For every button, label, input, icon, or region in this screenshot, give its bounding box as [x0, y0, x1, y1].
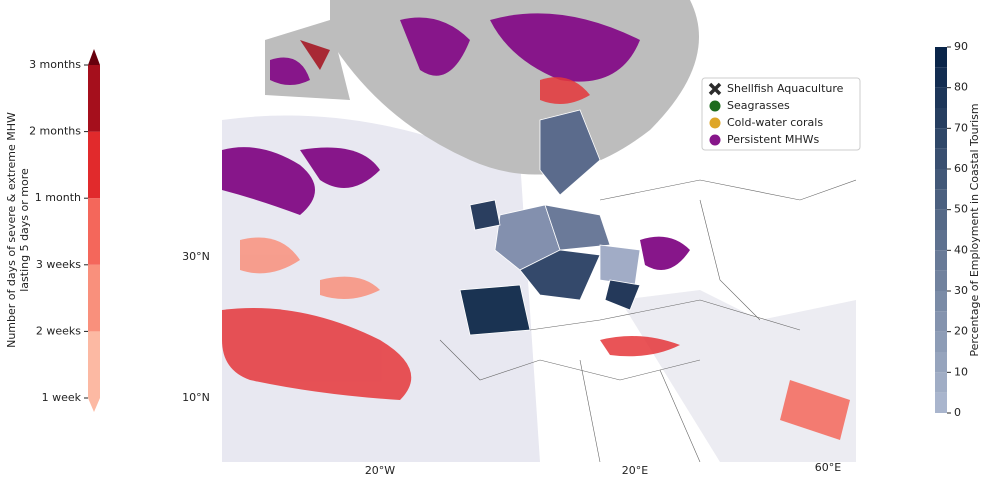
- colorbar-bin: [88, 65, 100, 132]
- legend-label: Persistent MHWs: [727, 133, 820, 146]
- colorbar-bin: [935, 108, 947, 129]
- ocean: [620, 290, 856, 462]
- tick-label: 0: [954, 406, 961, 419]
- tick-label: 80: [954, 81, 968, 94]
- colorbar-bin: [935, 331, 947, 352]
- tick-label: 40: [954, 243, 968, 256]
- lat-label: 10°N: [182, 391, 210, 404]
- colorbar-bin: [88, 264, 100, 332]
- legend-box: [701, 77, 861, 151]
- tick-label: 70: [954, 121, 968, 134]
- colorbar-bin: [88, 198, 100, 265]
- colorbar-bin: [935, 352, 947, 373]
- legend: Shellfish Aquaculture Seagrasses Cold-wate…: [701, 77, 861, 151]
- lon-label: 20°E: [622, 464, 648, 477]
- countries: [459, 109, 641, 336]
- tick-label: 3 weeks: [36, 258, 81, 271]
- colorbar-bin: [935, 250, 947, 271]
- colorbar-bin: [935, 392, 947, 413]
- colorbar-extend: [88, 398, 100, 412]
- colorbar-bin: [935, 128, 947, 149]
- tick-label: 3 months: [29, 58, 81, 71]
- mhw-days: [222, 40, 850, 440]
- tick-label: 1 month: [35, 191, 81, 204]
- legend-label: Shellfish Aquaculture: [727, 82, 844, 95]
- colorbar-bin: [88, 331, 100, 398]
- colorbar-bin: [935, 372, 947, 393]
- tick-label: 1 week: [42, 391, 82, 404]
- legend-label: Cold-water corals: [727, 116, 823, 129]
- tick-label: 10: [954, 365, 968, 378]
- map: [222, 0, 856, 462]
- colorbar-label: Percentage of Employment in Coastal Tour…: [968, 103, 981, 356]
- colorbar-label: lasting 5 days or more: [18, 168, 31, 292]
- colorbar-bin: [935, 230, 947, 251]
- colorbar-bin: [935, 209, 947, 230]
- colorbar-label: Number of days of severe & extreme MHW: [5, 112, 18, 348]
- legend-marker: [709, 117, 721, 129]
- lon-label: 20°W: [365, 464, 395, 477]
- lat-label: 30°N: [182, 250, 210, 263]
- colorbar-bin: [935, 169, 947, 190]
- legend-marker: [709, 134, 721, 146]
- legend-marker: [708, 82, 722, 96]
- legend-marker: [709, 100, 721, 112]
- colorbar-bin: [88, 131, 100, 199]
- tick-label: 50: [954, 203, 968, 216]
- tick-label: 20: [954, 325, 968, 338]
- colorbar-bin: [935, 87, 947, 108]
- tick-label: 2 months: [29, 125, 81, 138]
- tick-label: 2 weeks: [36, 324, 81, 337]
- tick-label: 90: [954, 40, 968, 53]
- colorbar-bin: [935, 148, 947, 169]
- lon-label: 60°E: [815, 461, 841, 474]
- mhw-areas: [222, 13, 690, 270]
- legend-label: Seagrasses: [727, 99, 790, 112]
- colorbar-bin: [935, 47, 947, 68]
- colorbar-bin: [935, 67, 947, 88]
- colorbar-bin: [935, 291, 947, 312]
- colorbar-extend: [88, 49, 100, 65]
- borders: [439, 179, 856, 462]
- colorbar-bin: [935, 189, 947, 210]
- colorbar-bin: [935, 311, 947, 332]
- colorbar-bin: [935, 270, 947, 291]
- tick-label: 30: [954, 284, 968, 297]
- tick-label: 60: [954, 162, 968, 175]
